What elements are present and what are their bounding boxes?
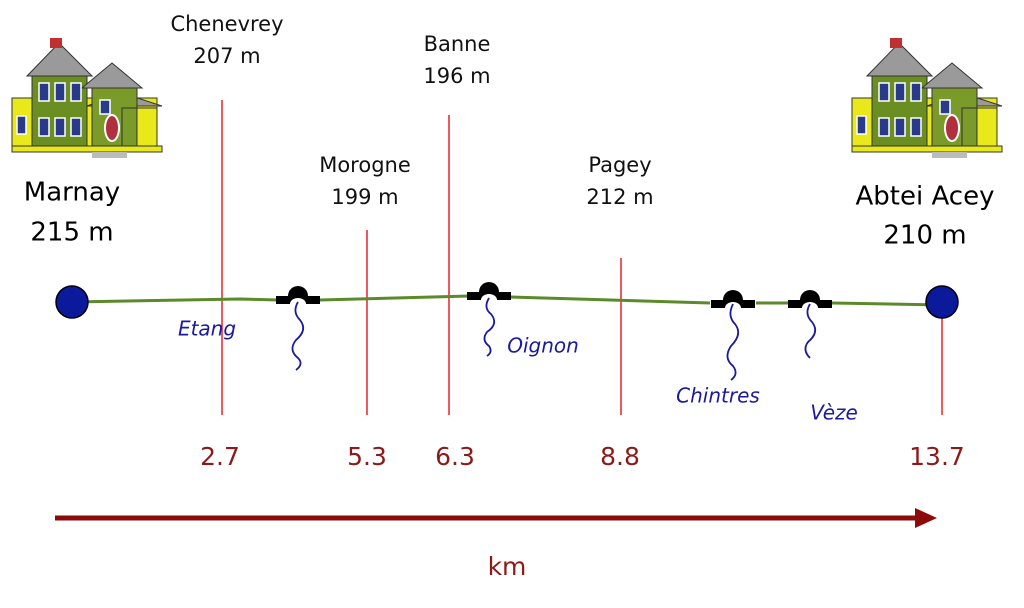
stop-altitude: 196 m (423, 64, 490, 88)
distance-label: 6.3 (435, 442, 475, 471)
distance-label: 5.3 (347, 442, 387, 471)
house-icon (851, 37, 1003, 159)
stop-name: Morogne (319, 153, 411, 177)
river-label: Chintres (676, 384, 760, 408)
river (291, 301, 305, 371)
origin-altitude: 215 m (30, 218, 113, 248)
destination-name: Abtei Acey (856, 182, 995, 212)
stop-altitude: 207 m (193, 44, 260, 68)
bridge-icon (467, 282, 511, 300)
origin-name: Marnay (24, 178, 120, 208)
route-line (71, 294, 943, 307)
river (804, 303, 817, 359)
axis-label: km (488, 552, 527, 581)
stop-name: Pagey (588, 153, 651, 177)
stop-name: Banne (424, 32, 491, 56)
stop-name: Chenevrey (170, 12, 283, 36)
distance-label: 8.8 (600, 442, 640, 471)
river-label: Oignon (507, 334, 579, 358)
river-label: Vèze (810, 401, 858, 425)
axis-arrowhead (915, 508, 937, 528)
river (726, 303, 740, 381)
stop-altitude: 212 m (586, 185, 653, 209)
house-icon (11, 37, 163, 159)
bridge-icon (276, 286, 320, 304)
river-label: Etang (178, 317, 236, 341)
endpoint (55, 285, 89, 319)
distance-label: 2.7 (200, 442, 240, 471)
river (483, 297, 496, 357)
stop-altitude: 199 m (331, 185, 398, 209)
endpoint (925, 285, 959, 319)
destination-altitude: 210 m (883, 221, 966, 251)
distance-label: 13.7 (909, 442, 965, 471)
